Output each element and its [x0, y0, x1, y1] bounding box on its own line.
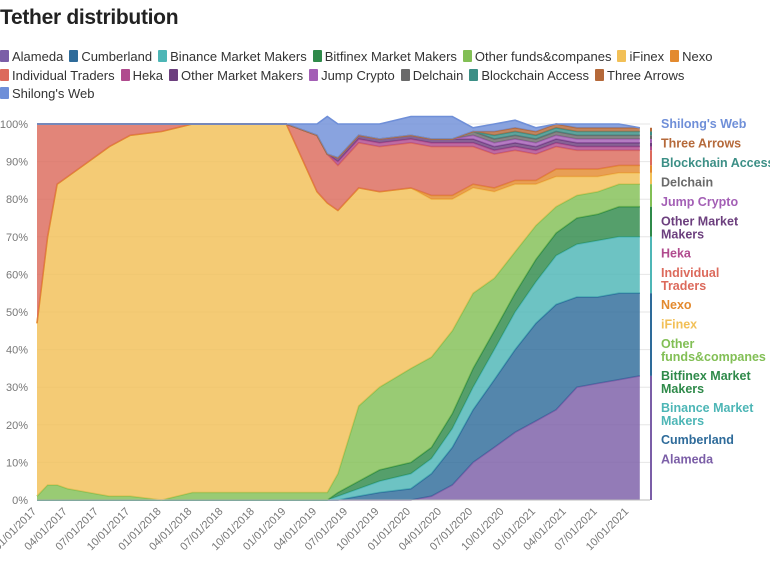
- legend-swatch: [309, 68, 319, 81]
- y-tick-label: 50%: [6, 307, 28, 319]
- legend-swatch: [670, 50, 680, 62]
- y-tick-label: 90%: [6, 157, 28, 169]
- legend-item-three-arrows[interactable]: Three Arrows: [595, 67, 684, 86]
- area-ifinex: [37, 124, 640, 500]
- legend-label: iFinex: [629, 49, 665, 64]
- y-tick-label: 20%: [6, 420, 28, 432]
- y-tick-label: 10%: [6, 457, 28, 469]
- legend-label: Nexo: [682, 49, 713, 64]
- legend-swatch: [312, 50, 322, 62]
- end-label-bitfinex-market-makers: Bitfinex Market Makers: [661, 369, 751, 396]
- legend-label: Binance Market Makers: [170, 49, 307, 64]
- legend-label: Heka: [132, 67, 163, 83]
- legend-item-blockchain-access[interactable]: Blockchain Access: [469, 67, 589, 86]
- end-label-other-market-makers: Other Market Makers: [661, 215, 739, 242]
- legend-item-bitfinex-market-makers[interactable]: Bitfinex Market Makers: [312, 48, 457, 67]
- y-tick-label: 100%: [0, 119, 28, 131]
- end-label-blockchain-access: Blockchain Access: [661, 156, 770, 170]
- legend-swatch: [462, 50, 472, 62]
- legend-item-ifinex[interactable]: iFinex: [617, 48, 664, 67]
- end-label-ifinex: iFinex: [661, 318, 697, 332]
- end-label-shilong-s-web: Shilong's Web: [661, 117, 747, 131]
- legend-item-nexo[interactable]: Nexo: [670, 48, 713, 67]
- chart-title: Tether distribution: [0, 6, 179, 29]
- area-bitfinex-market-makers: [37, 206, 640, 500]
- legend-swatch: [469, 68, 479, 81]
- end-label-cumberland: Cumberland: [661, 433, 734, 447]
- area-individual-traders: [37, 124, 640, 324]
- legend-swatch: [595, 68, 605, 81]
- legend-label: Other Market Makers: [180, 67, 304, 83]
- end-label-heka: Heka: [661, 247, 692, 261]
- area-shilong-s-web: [37, 116, 640, 158]
- end-label-jump-crypto: Jump Crypto: [661, 195, 738, 209]
- legend-item-cumberland[interactable]: Cumberland: [69, 48, 152, 67]
- legend-item-jump-crypto[interactable]: Jump Crypto: [309, 67, 395, 86]
- legend-item-shilong-s-web[interactable]: Shilong's Web: [0, 85, 94, 104]
- y-tick-label: 60%: [6, 269, 28, 281]
- end-label-alameda: Alameda: [661, 453, 714, 467]
- legend-swatch: [0, 87, 9, 99]
- legend-label: Shilong's Web: [12, 86, 95, 101]
- end-label-individual-traders: Individual Traders: [661, 266, 719, 293]
- legend: Alameda Cumberland Binance Market Makers Bi…: [0, 48, 760, 104]
- line-shilong-s-web: [37, 115, 640, 129]
- legend-item-individual-traders[interactable]: Individual Traders: [0, 67, 115, 86]
- end-label-delchain: Delchain: [661, 176, 713, 190]
- area-alameda: [37, 375, 640, 500]
- legend-swatch: [69, 50, 79, 62]
- end-label-other-funds-companes: Other funds&companes: [661, 337, 766, 364]
- legend-swatch: [400, 68, 410, 81]
- area-three-arrows: [37, 124, 640, 158]
- area-cumberland: [37, 293, 640, 500]
- area-binance-market-makers: [37, 236, 640, 501]
- legend-swatch: [0, 50, 9, 62]
- legend-swatch: [617, 50, 627, 62]
- legend-label: Bitfinex Market Makers: [324, 49, 457, 64]
- legend-swatch: [168, 68, 178, 81]
- area-other-funds-companes: [37, 184, 640, 500]
- legend-label: Blockchain Access: [481, 67, 590, 83]
- legend-label: Alameda: [12, 49, 64, 64]
- legend-item-binance-market-makers[interactable]: Binance Market Makers: [158, 48, 307, 67]
- y-tick-label: 0%: [12, 495, 28, 507]
- y-tick-label: 70%: [6, 232, 28, 244]
- legend-item-delchain[interactable]: Delchain: [400, 67, 464, 86]
- legend-item-other-market-makers[interactable]: Other Market Makers: [168, 67, 304, 86]
- legend-label: Cumberland: [81, 49, 153, 64]
- legend-label: Delchain: [412, 67, 464, 83]
- legend-label: Individual Traders: [12, 67, 115, 83]
- legend-label: Three Arrows: [607, 67, 685, 83]
- legend-item-other-funds-companes[interactable]: Other funds&companes: [462, 48, 612, 67]
- y-tick-label: 80%: [6, 194, 28, 206]
- legend-swatch: [158, 50, 168, 62]
- legend-swatch: [0, 68, 9, 81]
- y-tick-label: 40%: [6, 345, 28, 357]
- legend-label: Other funds&companes: [474, 49, 612, 64]
- legend-label: Jump Crypto: [321, 67, 395, 83]
- legend-swatch: [120, 68, 130, 81]
- legend-item-alameda[interactable]: Alameda: [0, 48, 63, 67]
- legend-item-heka[interactable]: Heka: [120, 67, 163, 86]
- y-tick-label: 30%: [6, 382, 28, 394]
- end-label-nexo: Nexo: [661, 298, 692, 312]
- end-label-binance-market-makers: Binance Market Makers: [661, 401, 754, 428]
- end-label-three-arrows: Three Arrows: [661, 137, 741, 151]
- area-jump-crypto: [37, 124, 640, 158]
